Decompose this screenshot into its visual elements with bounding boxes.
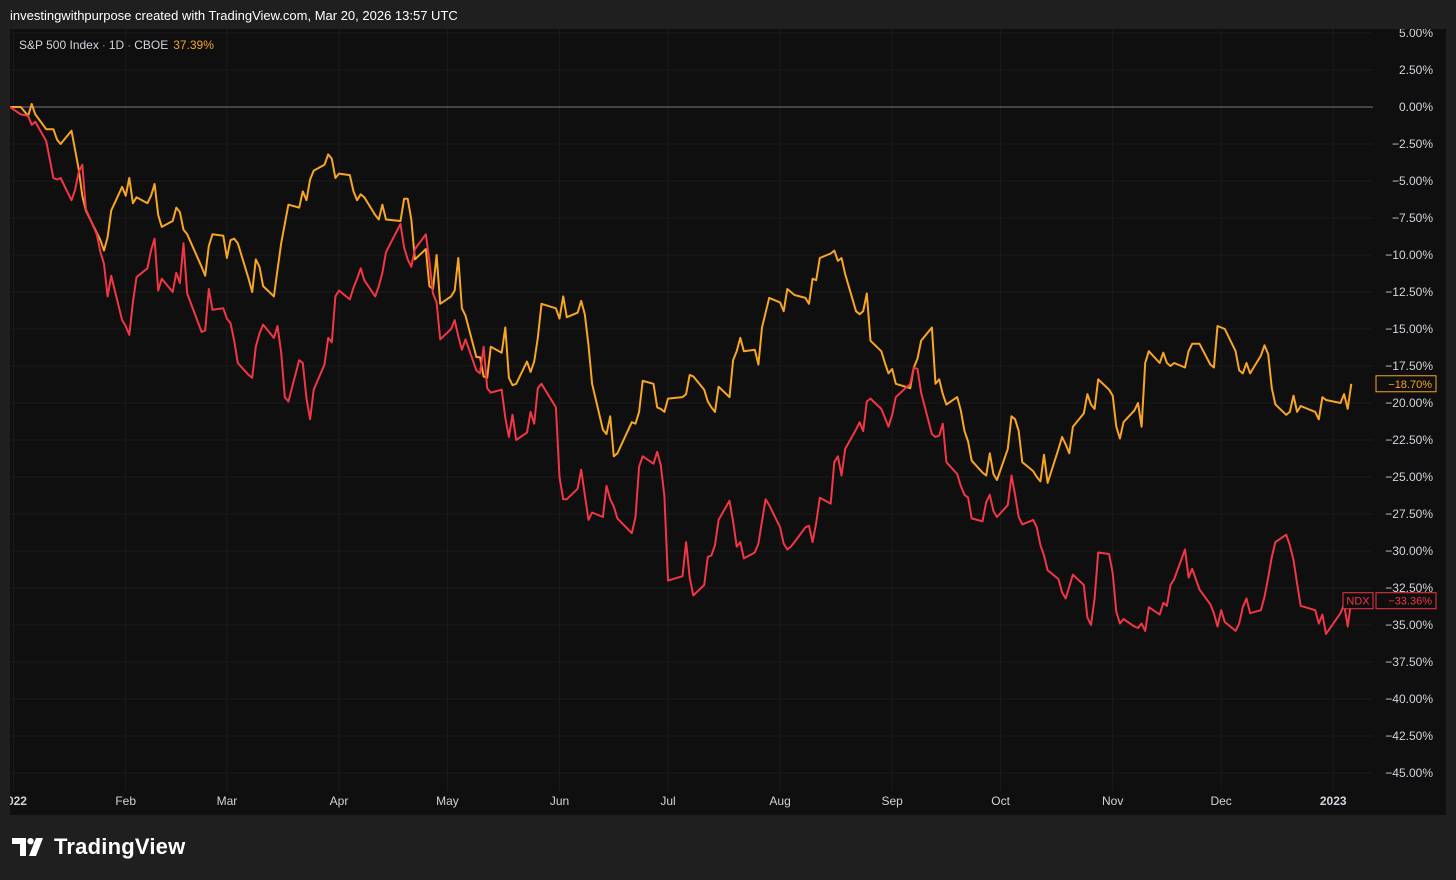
symbol-tag-text-ndx: NDX [1346,596,1370,608]
y-tick-label: 2.50% [1399,63,1433,77]
y-axis[interactable]: 5.00% 2.50% 0.00% −2.50% −5.00% −7.50% −10.00%… [1385,29,1433,780]
x-tick-label: Nov [1102,794,1123,808]
price-badge-spx [1375,375,1437,393]
chart-panel[interactable]: 5.00% 2.50% 0.00% −2.50% −5.00% −7.50% −10.00%… [10,29,1446,815]
y-tick-label: −45.00% [1385,766,1433,780]
y-tick-label: −25.00% [1385,470,1433,484]
y-tick-label: −12.50% [1385,285,1433,299]
y-tick-label: −5.00% [1392,174,1433,188]
x-tick-label: Apr [330,794,349,808]
price-badge-ndx [1375,592,1437,610]
legend-symbol[interactable]: S&P 500 Index [19,38,99,52]
series-layer [10,103,1353,635]
y-tick-label: −17.50% [1385,359,1433,373]
y-tick-label: −20.00% [1385,396,1433,410]
y-tick-label: −40.00% [1385,692,1433,706]
price-badge-text-spx: −18.70% [1388,379,1432,391]
legend-exchange: CBOE [134,38,169,52]
y-tick-label: −22.50% [1385,433,1433,447]
x-tick-label: Jun [550,794,569,808]
legend-separator: · [127,38,132,52]
tradingview-brand[interactable]: TradingView [12,834,185,860]
legend-value: 37.39% [173,38,214,52]
y-tick-label: −10.00% [1385,248,1433,262]
x-tick-label: Dec [1210,794,1231,808]
x-tick-label: Mar [217,794,238,808]
legend-interval: 1D [108,38,125,52]
y-tick-label: −42.50% [1385,729,1433,743]
x-axis[interactable]: 2022 Feb Mar Apr May Jun Jul Aug Sep Oct Nov Dec 202… [10,794,1347,808]
symbol-tag-ndx [1342,592,1374,610]
price-badges: −18.70% −33.36% NDX [1342,375,1437,610]
y-tick-label: −15.00% [1385,322,1433,336]
x-tick-label: 2022 [10,794,27,808]
comparison-chart[interactable]: 5.00% 2.50% 0.00% −2.50% −5.00% −7.50% −10.00%… [10,29,1446,815]
legend[interactable]: S&P 500 Index · 1D · CBOE 37.39% [19,38,214,52]
tradingview-logo-icon [12,838,43,856]
x-tick-label: May [436,794,459,808]
chart-header: investingwithpurpose created with Tradin… [10,8,458,23]
legend-separator: · [101,38,106,52]
y-tick-label: −2.50% [1392,137,1433,151]
y-tick-label: 0.00% [1399,100,1433,114]
y-tick-label: 5.00% [1399,29,1433,40]
y-tick-label: −27.50% [1385,507,1433,521]
y-tick-label: −32.50% [1385,581,1433,595]
series-line-ndx[interactable] [10,106,1353,635]
price-badge-text-ndx: −33.36% [1388,596,1432,608]
series-line-spx[interactable] [10,103,1353,484]
y-tick-label: −37.50% [1385,655,1433,669]
x-tick-label: Aug [769,794,790,808]
x-tick-label: Sep [881,794,903,808]
brand-name: TradingView [54,834,186,859]
y-tick-label: −30.00% [1385,544,1433,558]
y-tick-label: −35.00% [1385,618,1433,632]
x-tick-label: Oct [991,794,1010,808]
grid-lines [10,29,1373,791]
x-tick-label: Feb [115,794,136,808]
x-tick-label: Jul [660,794,675,808]
y-tick-label: −7.50% [1392,211,1433,225]
x-tick-label: 2023 [1320,794,1347,808]
